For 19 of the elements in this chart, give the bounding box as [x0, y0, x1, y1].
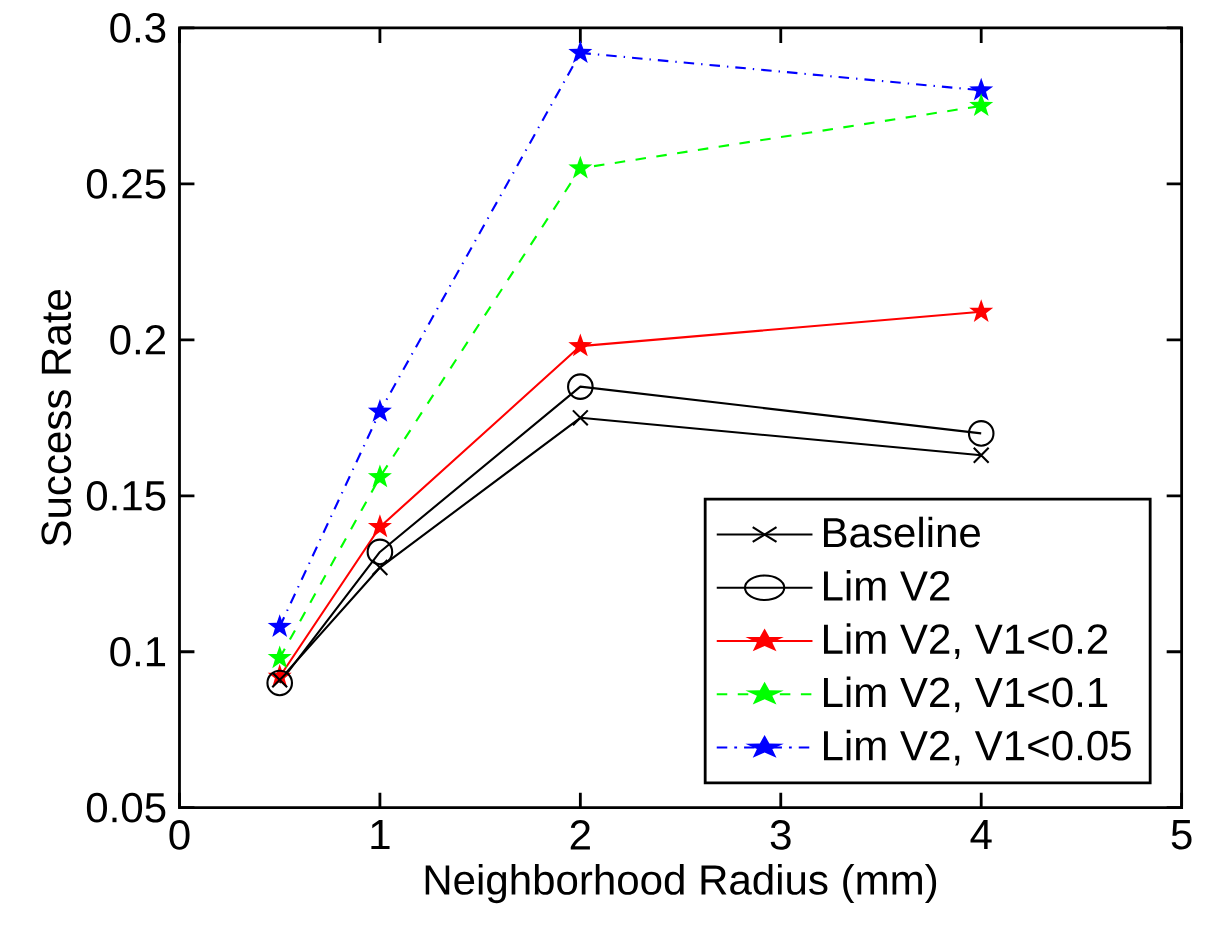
- legend-label: Lim V2: [824, 569, 950, 601]
- y-tick-label: 0.3: [110, 12, 166, 43]
- y-tick-label: 0.25: [86, 168, 166, 199]
- legend-label: Lim V2, V1<0.2: [824, 622, 1108, 659]
- x-tick-label: 1: [371, 819, 390, 849]
- x-tick-label: 5: [1171, 819, 1192, 850]
- legend-label: Lim V2, V1<0.1: [824, 676, 1108, 713]
- y-tick-label: 0.05: [86, 792, 166, 823]
- y-tick-label: 0.2: [110, 324, 165, 355]
- x-tick-label: 3: [770, 819, 791, 850]
- x-tick-label: 2: [570, 819, 590, 850]
- y-axis-title: Success Rate: [41, 289, 72, 546]
- legend-label: Lim V2, V1<0.05: [824, 729, 1131, 766]
- x-tick-label: 0: [169, 819, 190, 850]
- x-tick-label: 4: [970, 819, 992, 849]
- y-tick-label: 0.1: [110, 636, 166, 667]
- x-axis-title: Neighborhood Radius (mm): [425, 863, 937, 903]
- legend-label: Baseline: [824, 516, 980, 548]
- y-tick-label: 0.15: [86, 480, 166, 511]
